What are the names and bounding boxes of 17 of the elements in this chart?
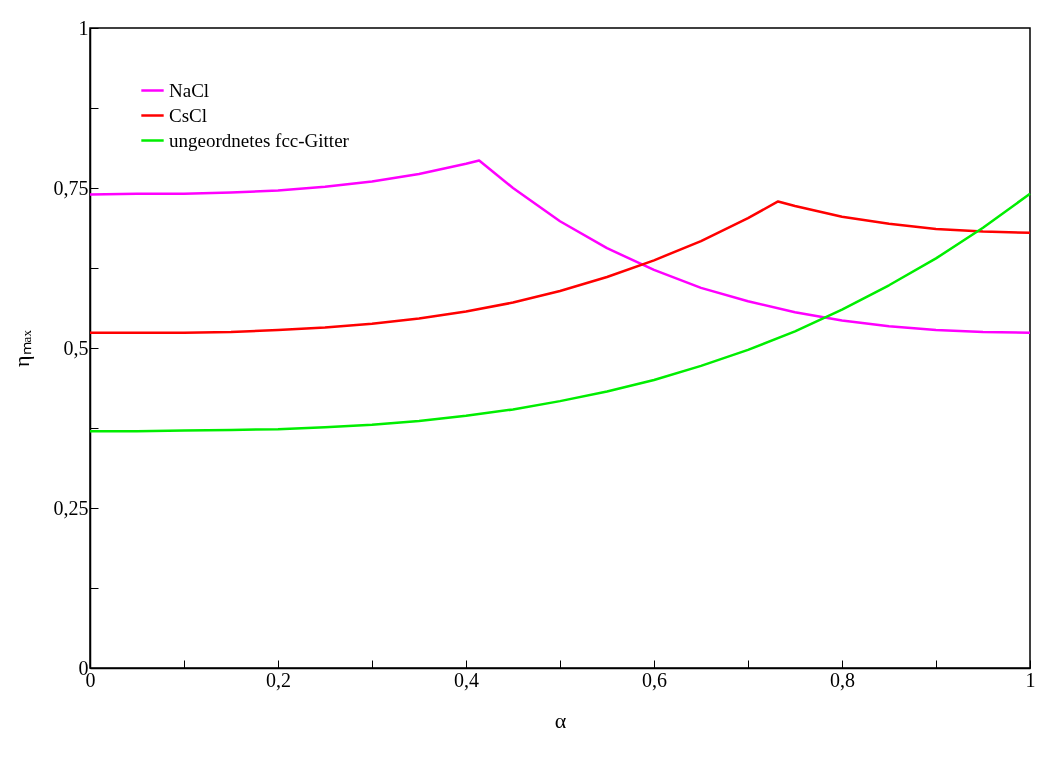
line-series: [88, 159, 1032, 334]
y-tick-label: 0,5: [63, 336, 89, 359]
legend-label: CsCl: [169, 104, 208, 126]
x-tick-label: 1: [1025, 668, 1036, 691]
x-tick-label: 0,6: [642, 668, 667, 691]
x-tick-label: 0,8: [830, 668, 855, 691]
x-axis-title: α: [554, 707, 567, 733]
legend-label: ungeordnetes fcc-Gitter: [169, 129, 350, 151]
line-series: [88, 192, 1032, 433]
y-tick-label: 0,75: [53, 176, 89, 199]
y-tick-label: 1: [78, 16, 89, 39]
line-series: [88, 200, 1032, 334]
y-axis-title: ηₘₐₓ: [8, 329, 34, 367]
y-tick-label: 0,25: [53, 496, 89, 519]
x-tick-label: 0,2: [266, 668, 291, 691]
x-tick-label: 0,4: [454, 668, 479, 691]
legend-label: NaCl: [169, 79, 210, 101]
